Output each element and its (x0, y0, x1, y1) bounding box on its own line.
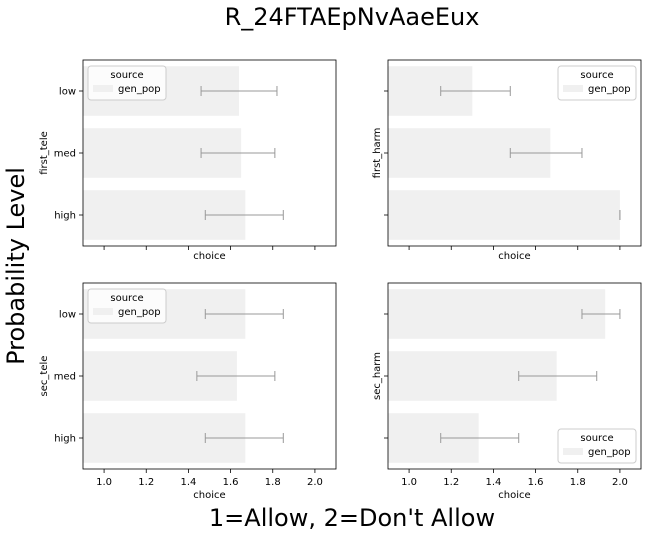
xtick-label: 1.2 (443, 477, 459, 488)
axes-frame (387, 282, 642, 470)
ytick-label-low: low (59, 310, 76, 321)
legend: source gen_pop (557, 428, 637, 464)
xtick-label: 1.2 (138, 477, 154, 488)
legend: source gen_pop (87, 288, 167, 324)
legend-title: source (110, 293, 143, 304)
subplot-first-tele: low med high choice first_tele source gen_pop (39, 59, 337, 262)
xtick-label: 1.0 (401, 477, 417, 488)
legend-title: source (580, 433, 613, 444)
legend-title: source (580, 70, 613, 81)
y-axis-label: sec_harm (372, 352, 383, 400)
errorbar-med (200, 148, 276, 158)
xtick-label: 2.0 (612, 477, 628, 488)
subplot-grid: lowmedhighchoicefirst_telesourcegen_popc… (39, 59, 642, 501)
x-axis-label: choice (498, 490, 530, 501)
legend-swatch (93, 308, 113, 315)
errorbar-low (440, 86, 511, 96)
y-axis-label: first_harm (372, 128, 383, 179)
errorbar-med (196, 371, 276, 381)
xtick-label: 1.4 (180, 477, 196, 488)
ytick-label-med: med (54, 372, 76, 383)
axes-frame (82, 282, 337, 470)
errorbar-high (204, 210, 284, 220)
legend-entry: gen_pop (588, 84, 631, 95)
legend-entry: gen_pop (118, 84, 161, 95)
axes-frame (82, 59, 337, 247)
figure-xlabel: 1=Allow, 2=Don't Allow (209, 504, 495, 532)
errorbar-low (200, 86, 278, 96)
xtick-label: 2.0 (307, 477, 323, 488)
xtick-label: 1.6 (223, 477, 239, 488)
ytick-label-high: high (54, 211, 76, 222)
ytick-label-med: med (54, 149, 76, 160)
xtick-label: 1.8 (265, 477, 281, 488)
errorbar-med (518, 371, 598, 381)
legend: source gen_pop (557, 65, 637, 101)
errorbar-med (509, 148, 583, 158)
x-axis-label: choice (498, 251, 530, 262)
y-axis-label: first_tele (39, 131, 50, 175)
subplot-first-harm: choice first_harm source gen_pop (372, 59, 642, 262)
errorbar-high (440, 433, 520, 443)
legend: source gen_pop (87, 65, 167, 101)
x-axis-label: choice (193, 251, 225, 262)
errorbar-high (204, 433, 284, 443)
figure-title: R_24FTAEpNvAaeEux (225, 3, 480, 31)
errorbar-low (204, 309, 284, 319)
legend-swatch (563, 85, 583, 92)
xtick-label: 1.6 (528, 477, 544, 488)
axes-frame (387, 59, 642, 247)
bar-low (388, 289, 606, 339)
subplot-sec-tele: low med high 1.0 1.2 1.4 1.6 1.8 2.0 choice sec_te… (39, 282, 337, 501)
ytick-label-high: high (54, 434, 76, 445)
legend-entry: gen_pop (588, 447, 631, 458)
legend-swatch (93, 85, 113, 92)
legend-entry: gen_pop (118, 307, 161, 318)
x-axis-label: choice (193, 490, 225, 501)
ytick-label-low: low (59, 87, 76, 98)
legend-swatch (563, 448, 583, 455)
y-axis-label: sec_tele (39, 356, 50, 397)
xtick-label: 1.0 (96, 477, 112, 488)
xtick-label: 1.8 (570, 477, 586, 488)
xtick-label: 1.4 (485, 477, 501, 488)
bar-high (388, 190, 620, 240)
errorbar-low (581, 309, 621, 319)
legend-title: source (110, 70, 143, 81)
figure-ylabel: Probability Level (2, 167, 30, 365)
